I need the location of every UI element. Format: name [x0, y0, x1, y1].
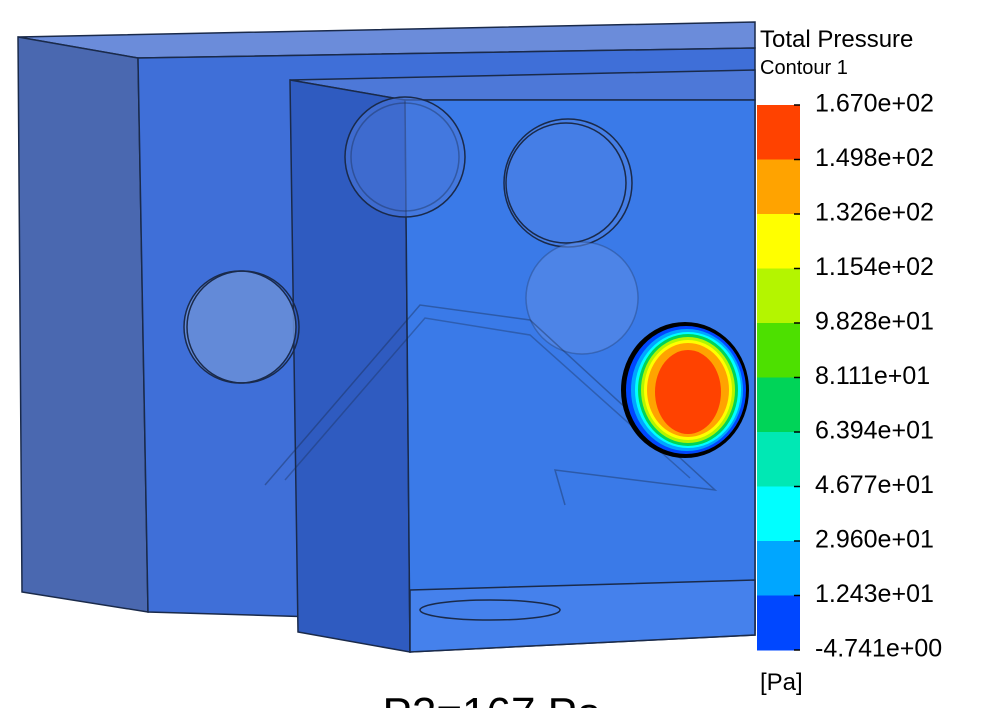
legend-level: 4.677e+01 — [815, 471, 934, 499]
legend-level: 1.670e+02 — [815, 90, 934, 118]
caption: P2=167 Pa — [383, 689, 602, 708]
legend-unit: [Pa] — [760, 669, 803, 696]
color-band — [757, 432, 800, 487]
legend-level: -4.741e+00 — [815, 635, 942, 663]
top-port-1 — [345, 97, 465, 217]
color-band — [757, 105, 800, 160]
color-band — [757, 487, 800, 542]
color-band — [757, 541, 800, 596]
scene: Total Pressure Contour 1 [Pa] 1.670e+02 1… — [0, 0, 984, 708]
geometry — [18, 22, 755, 652]
left-port — [184, 271, 296, 383]
legend-title: Total Pressure — [760, 26, 913, 53]
legend-level: 1.154e+02 — [815, 253, 934, 281]
color-band — [757, 269, 800, 324]
color-band — [757, 378, 800, 433]
legend-subtitle: Contour 1 — [760, 57, 848, 79]
color-band — [757, 323, 800, 378]
legend-level: 9.828e+01 — [815, 308, 934, 336]
top-port-2 — [504, 119, 632, 247]
color-band — [757, 214, 800, 269]
legend-level: 1.243e+01 — [815, 580, 934, 608]
page: {"legend": {"title": ["Total Pressure", … — [0, 0, 984, 708]
floor — [410, 580, 755, 652]
legend-level: 6.394e+01 — [815, 417, 934, 445]
legend-level: 8.111e+01 — [815, 362, 930, 390]
legend-level: 2.960e+01 — [815, 526, 934, 554]
legend-level: 1.326e+02 — [815, 199, 934, 227]
color-band — [757, 596, 800, 651]
color-band — [757, 160, 800, 215]
legend: Total Pressure Contour 1 [Pa] 1.670e+02 1… — [757, 26, 942, 696]
contour-outlet — [621, 322, 749, 458]
mid-port — [526, 242, 638, 354]
legend-level: 1.498e+02 — [815, 144, 934, 172]
left-face — [18, 37, 148, 612]
